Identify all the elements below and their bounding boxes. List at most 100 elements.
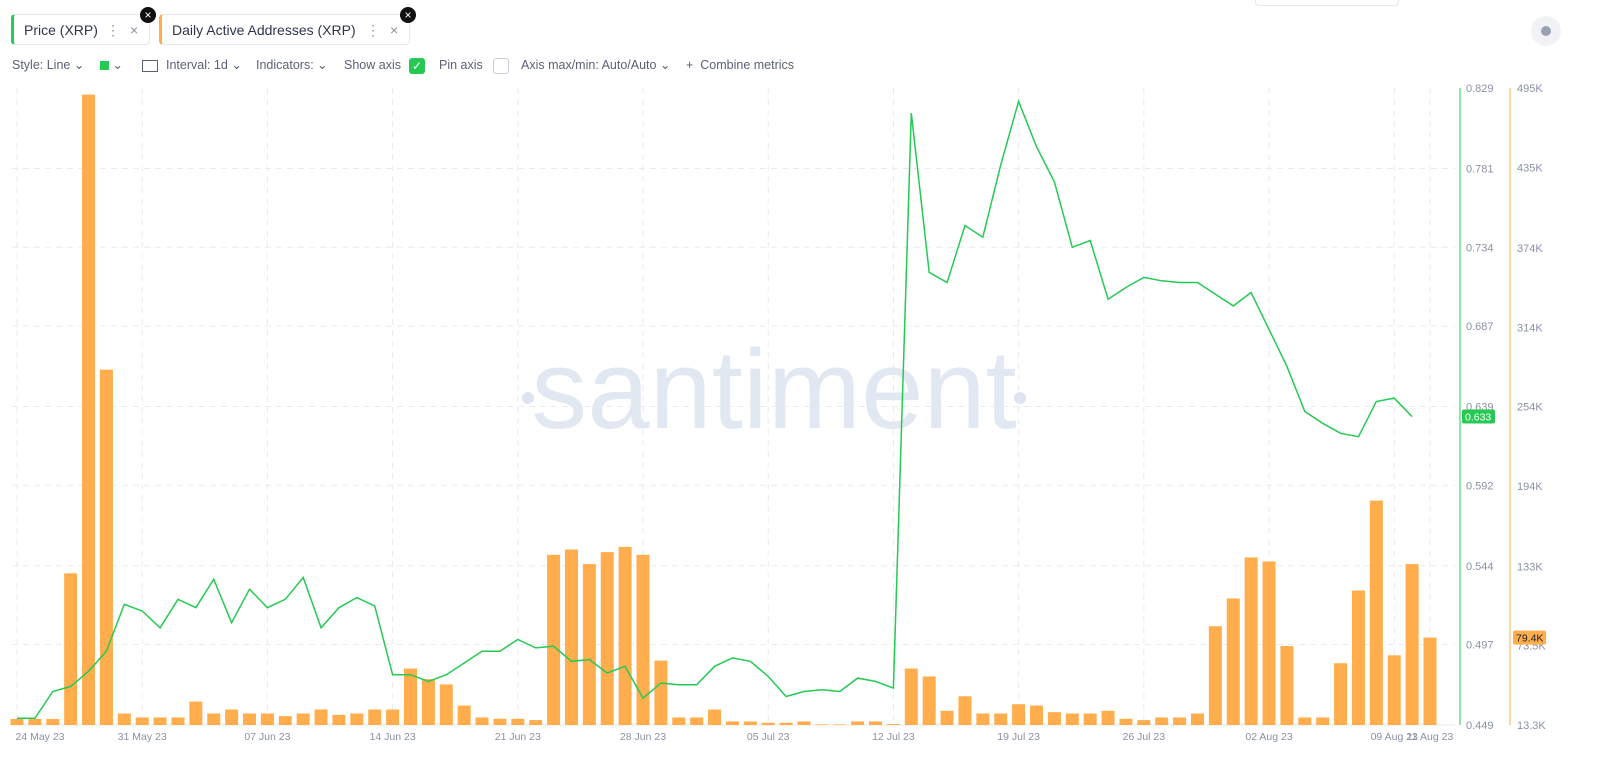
style-select[interactable]: Style: Line ⌄	[12, 58, 85, 72]
settings-button[interactable]	[1531, 16, 1561, 46]
bar	[564, 549, 578, 725]
combine-metrics[interactable]: + Combine metrics	[686, 58, 795, 72]
bar	[1262, 561, 1276, 725]
pin-axis[interactable]: Pin axis	[439, 57, 509, 74]
bar	[1047, 712, 1061, 725]
color-select[interactable]: ⌄	[100, 57, 123, 73]
bar	[797, 721, 811, 725]
bar	[82, 94, 96, 725]
x-tick-label: 26 Jul 23	[1123, 731, 1166, 743]
metric-tab[interactable]: Daily Active Addresses (XRP) ⋮ ×	[159, 14, 410, 45]
close-icon[interactable]: ×	[390, 22, 399, 38]
bar	[189, 701, 203, 725]
bar	[582, 564, 596, 725]
bar	[493, 718, 507, 725]
bar	[439, 684, 453, 725]
y2-tick-label: 194K	[1517, 481, 1543, 493]
remove-badge[interactable]: ×	[140, 7, 156, 23]
bar	[1423, 637, 1437, 725]
bar	[547, 554, 561, 725]
y2-tick-label: 254K	[1517, 402, 1543, 414]
close-icon[interactable]: ×	[130, 22, 139, 38]
bar	[1173, 717, 1187, 725]
icon	[142, 59, 158, 72]
bar	[1012, 704, 1026, 725]
bar	[922, 676, 936, 725]
y2-tick-label: 133K	[1517, 562, 1543, 574]
y-tick-label: 0.639	[1466, 402, 1494, 414]
bar	[457, 705, 471, 725]
bar	[529, 720, 543, 725]
label: Combine metrics	[700, 58, 795, 72]
indicators-select[interactable]: Indicators: ⌄	[256, 58, 328, 72]
bar	[1226, 598, 1240, 725]
bar	[600, 552, 614, 725]
x-tick-label: 28 Jun 23	[620, 731, 666, 743]
bar	[296, 713, 310, 725]
bar	[278, 716, 292, 725]
x-tick-label: 07 Jun 23	[244, 731, 290, 743]
bar	[368, 709, 382, 725]
bar	[1334, 663, 1348, 725]
x-tick-label: 02 Aug 23	[1245, 731, 1292, 743]
menu-icon[interactable]: ⋮	[366, 22, 380, 38]
bar	[1298, 717, 1312, 725]
bar	[350, 713, 364, 725]
bar	[1155, 717, 1169, 725]
bar	[314, 709, 328, 725]
show-axis[interactable]: Show axis ✓	[344, 57, 425, 74]
axis-range[interactable]: Axis max/min: Auto/Auto ⌄	[521, 58, 671, 72]
interval-select[interactable]: Interval: 1d ⌄	[142, 57, 242, 73]
x-tick-label: 21 Jun 23	[495, 731, 541, 743]
value-tag-label: 0.633	[1465, 412, 1491, 424]
y2-tick-label: 314K	[1517, 322, 1543, 334]
tab-label: Price (XRP)	[24, 22, 98, 38]
bar	[886, 724, 900, 725]
bar	[833, 724, 847, 725]
checkbox	[492, 57, 509, 74]
y-tick-label: 0.829	[1466, 83, 1494, 95]
search-box[interactable]	[1255, 0, 1399, 6]
bar	[1316, 717, 1330, 725]
bar	[672, 717, 686, 725]
bar	[1387, 655, 1401, 725]
label: Interval: 1d	[166, 58, 228, 72]
checkbox: ✓	[408, 57, 425, 74]
x-tick-label: 09 Aug 23	[1371, 731, 1418, 743]
y2-tick-label: 73.5K	[1517, 640, 1546, 652]
bar	[207, 713, 221, 725]
remove-badge[interactable]: ×	[400, 7, 416, 23]
icon	[1541, 26, 1551, 36]
bar	[1030, 705, 1044, 725]
bar	[153, 717, 167, 725]
metric-tab[interactable]: Price (XRP) ⋮ ×	[11, 14, 150, 45]
bar	[690, 717, 704, 725]
bar	[708, 709, 722, 725]
menu-icon[interactable]: ⋮	[106, 22, 120, 38]
bar	[511, 718, 525, 725]
bar	[1101, 710, 1115, 725]
watermark-dot	[522, 392, 534, 404]
y2-tick-label: 435K	[1517, 162, 1543, 174]
bar	[28, 719, 42, 725]
y2-tick-label: 374K	[1517, 243, 1543, 255]
bar	[779, 722, 793, 725]
bar	[117, 713, 131, 725]
bar	[99, 369, 113, 725]
bar	[403, 668, 417, 725]
bar	[64, 573, 78, 725]
bar	[46, 719, 60, 725]
value-tag	[1462, 409, 1495, 424]
bar	[725, 721, 739, 725]
watermark: santiment	[531, 327, 1017, 452]
bar	[743, 721, 757, 725]
bar	[994, 713, 1008, 725]
bar	[1119, 718, 1133, 725]
bar	[332, 714, 346, 725]
bar	[940, 710, 954, 725]
bar	[260, 713, 274, 725]
x-tick-label: 14 Jun 23	[370, 731, 416, 743]
x-tick-label: 12 Jul 23	[872, 731, 915, 743]
y2-tick-label: 495K	[1517, 83, 1543, 95]
bar	[10, 719, 24, 725]
